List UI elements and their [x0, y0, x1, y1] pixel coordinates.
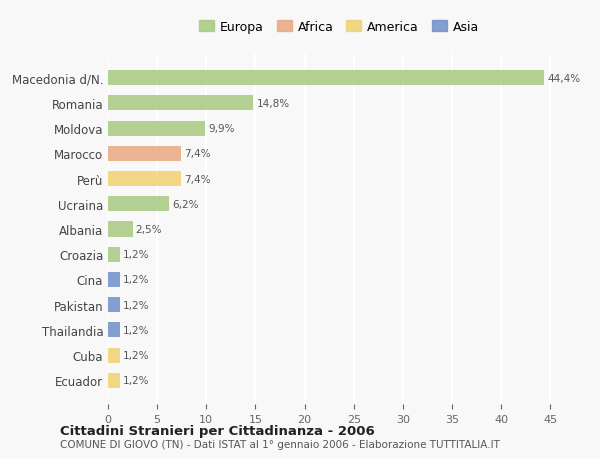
Bar — [108, 222, 133, 237]
Text: Cittadini Stranieri per Cittadinanza - 2006: Cittadini Stranieri per Cittadinanza - 2… — [60, 424, 375, 437]
Text: 44,4%: 44,4% — [547, 73, 581, 84]
Text: 6,2%: 6,2% — [172, 199, 199, 209]
Bar — [108, 146, 181, 162]
Bar — [108, 348, 120, 363]
Text: 7,4%: 7,4% — [184, 174, 210, 184]
Text: COMUNE DI GIOVO (TN) - Dati ISTAT al 1° gennaio 2006 - Elaborazione TUTTITALIA.I: COMUNE DI GIOVO (TN) - Dati ISTAT al 1° … — [60, 440, 500, 449]
Text: 1,2%: 1,2% — [123, 325, 149, 335]
Text: 2,5%: 2,5% — [136, 224, 162, 235]
Bar — [108, 323, 120, 338]
Bar — [108, 172, 181, 187]
Text: 1,2%: 1,2% — [123, 350, 149, 360]
Text: 1,2%: 1,2% — [123, 300, 149, 310]
Text: 1,2%: 1,2% — [123, 375, 149, 386]
Bar — [108, 297, 120, 313]
Text: 1,2%: 1,2% — [123, 250, 149, 260]
Bar — [108, 247, 120, 262]
Bar — [108, 272, 120, 287]
Legend: Europa, Africa, America, Asia: Europa, Africa, America, Asia — [194, 16, 484, 39]
Bar — [108, 121, 205, 136]
Text: 7,4%: 7,4% — [184, 149, 210, 159]
Bar — [108, 96, 253, 111]
Text: 14,8%: 14,8% — [256, 99, 290, 109]
Text: 1,2%: 1,2% — [123, 275, 149, 285]
Bar — [108, 373, 120, 388]
Text: 9,9%: 9,9% — [208, 124, 235, 134]
Bar — [108, 71, 544, 86]
Bar — [108, 197, 169, 212]
